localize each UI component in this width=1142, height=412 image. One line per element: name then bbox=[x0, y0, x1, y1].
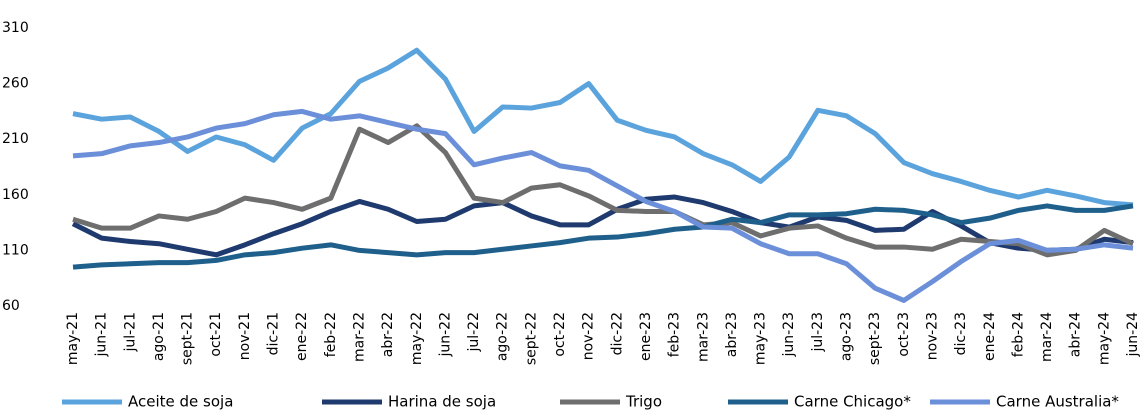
x-tick-label: nov-22 bbox=[581, 312, 597, 360]
x-tick-label: jun-21 bbox=[94, 312, 110, 358]
x-tick-label: dic-23 bbox=[953, 312, 969, 355]
x-tick-label: may-22 bbox=[409, 312, 425, 365]
series-line bbox=[72, 123, 1135, 258]
x-tick-label: abr-23 bbox=[724, 312, 740, 357]
x-tick-label: abr-24 bbox=[1068, 312, 1084, 357]
y-tick-label: 310 bbox=[2, 20, 29, 36]
series-line bbox=[72, 47, 1134, 208]
legend-label: Trigo bbox=[625, 393, 662, 411]
series-line bbox=[72, 203, 1134, 270]
x-tick-label: ago-22 bbox=[495, 312, 511, 361]
x-tick-label: jul-22 bbox=[466, 312, 482, 353]
legend-label: Carne Chicago* bbox=[794, 393, 911, 411]
x-tick-label: abr-22 bbox=[380, 312, 396, 357]
series-line bbox=[72, 108, 1134, 303]
x-tick-label: jul-23 bbox=[810, 312, 826, 353]
y-tick-label: 60 bbox=[2, 298, 20, 314]
x-tick-label: nov-21 bbox=[237, 312, 253, 360]
x-tick-label: ago-21 bbox=[151, 312, 167, 361]
legend-label: Carne Australia* bbox=[996, 393, 1119, 411]
x-tick-label: dic-22 bbox=[609, 312, 625, 355]
x-tick-label: ene-23 bbox=[638, 312, 654, 361]
x-tick-label: sept-21 bbox=[180, 312, 196, 365]
x-tick-label: mar-23 bbox=[695, 312, 711, 362]
x-tick-label: mar-22 bbox=[351, 312, 367, 362]
x-tick-label: may-23 bbox=[753, 312, 769, 365]
x-tick-label: ene-22 bbox=[294, 312, 310, 361]
x-tick-label: oct-22 bbox=[552, 312, 568, 357]
legend-label: Harina de soja bbox=[388, 393, 496, 411]
x-tick-label: sept-22 bbox=[523, 312, 539, 365]
x-tick-label: jun-24 bbox=[1125, 312, 1141, 358]
x-tick-label: jun-23 bbox=[781, 312, 797, 358]
x-tick-label: mar-24 bbox=[1039, 312, 1055, 362]
legend: Aceite de soja Harina de soja Trigo Carne C… bbox=[62, 393, 1119, 411]
x-tick-label: ago-23 bbox=[839, 312, 855, 361]
y-tick-label: 160 bbox=[2, 187, 29, 203]
x-tick-label: may-24 bbox=[1096, 312, 1112, 365]
x-tick-label: oct-21 bbox=[208, 312, 224, 357]
x-tick-label: oct-23 bbox=[896, 312, 912, 357]
x-tick-label: ene-24 bbox=[982, 312, 998, 361]
x-tick-label: nov-23 bbox=[924, 312, 940, 360]
x-tick-label: feb-23 bbox=[667, 312, 683, 357]
x-tick-label: dic-21 bbox=[266, 312, 282, 355]
x-tick-label: sept-23 bbox=[867, 312, 883, 365]
x-tick-label: jun-22 bbox=[437, 312, 453, 358]
legend-label: Aceite de soja bbox=[128, 393, 233, 411]
x-tick-label: jul-21 bbox=[122, 312, 138, 353]
y-tick-label: 110 bbox=[2, 242, 29, 258]
y-tick-label: 260 bbox=[2, 76, 29, 92]
x-tick-label: may-21 bbox=[65, 312, 81, 365]
x-tick-label: feb-22 bbox=[323, 312, 339, 357]
x-tick-label: feb-24 bbox=[1010, 312, 1026, 357]
y-tick-label: 210 bbox=[2, 131, 29, 147]
